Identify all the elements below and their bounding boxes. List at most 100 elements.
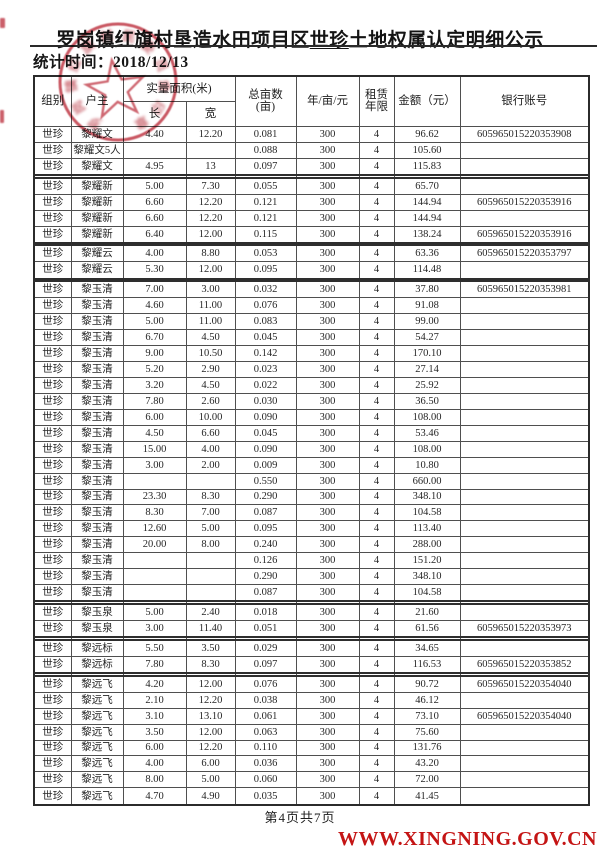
cell-bank	[459, 313, 590, 331]
cell-bank	[459, 177, 590, 195]
cell-bank	[459, 568, 590, 586]
cell-length: 23.30	[122, 488, 187, 506]
cell-bank: 605965015220353981	[459, 280, 590, 299]
cell-mu: 0.045	[234, 329, 297, 347]
header-width: 宽	[185, 100, 236, 127]
cell-bank: 605965015220353797	[459, 244, 590, 263]
table-row: 世珍 黎玉泉 3.00 11.40 0.051 300 4 61.56 605965015220…	[33, 620, 590, 638]
header-price-per-mu: 年/亩/元	[295, 75, 360, 127]
cell-bank	[459, 723, 590, 741]
cell-owner: 黎玉清	[70, 297, 124, 315]
table-row: 世珍 黎远飞 8.00 5.00 0.060 300 4 72.00	[33, 771, 590, 789]
cell-length: 4.20	[122, 675, 187, 693]
cell-bank	[459, 261, 590, 280]
cell-length: 5.20	[122, 361, 187, 378]
cell-price: 300	[295, 707, 360, 725]
cell-price: 300	[295, 440, 360, 458]
cell-length	[122, 584, 187, 602]
cell-amount: 104.58	[393, 584, 461, 602]
cell-mu: 0.240	[234, 536, 297, 554]
cell-width	[185, 552, 236, 570]
cell-bank	[459, 456, 590, 474]
cell-mu: 0.126	[234, 552, 297, 570]
table-row: 世珍 黎玉清 8.30 7.00 0.087 300 4 104.58	[33, 504, 590, 522]
cell-group: 世珍	[33, 361, 72, 378]
table-row: 世珍 黎耀云 4.00 8.80 0.053 300 4 63.36 6059650152203…	[33, 244, 590, 263]
separator-row	[33, 636, 590, 641]
cell-owner: 黎远标	[70, 655, 124, 674]
cell-group: 世珍	[33, 707, 72, 725]
cell-length: 6.00	[122, 408, 187, 426]
cell-width	[185, 241, 236, 247]
cell-width: 2.00	[185, 456, 236, 474]
cell-bank	[459, 552, 590, 570]
cell-length: 5.00	[122, 603, 187, 621]
cell-bank	[459, 600, 590, 605]
cell-mu: 0.550	[234, 472, 297, 490]
cell-lease-years: 4	[358, 568, 395, 586]
cell-width	[185, 141, 236, 159]
cell-group: 世珍	[33, 675, 72, 693]
cell-width: 12.20	[185, 691, 236, 709]
cell-owner: 黎玉泉	[70, 603, 124, 621]
cell-lease-years: 4	[358, 392, 395, 410]
cell-bank: 605965015220353916	[459, 225, 590, 244]
cell-price: 300	[295, 488, 360, 506]
header-length: 长	[122, 100, 187, 127]
cell-bank: 605965015220354040	[459, 675, 590, 693]
table-row: 世珍 黎玉清 20.00 8.00 0.240 300 4 288.00	[33, 536, 590, 554]
cell-width: 10.50	[185, 345, 236, 363]
cell-owner: 黎玉清	[70, 392, 124, 410]
cell-bank	[459, 504, 590, 522]
cell-price: 300	[295, 603, 360, 621]
cell-owner: 黎玉清	[70, 280, 124, 299]
cell-lease-years: 4	[358, 488, 395, 506]
cell-owner: 黎远飞	[70, 739, 124, 757]
cell-bank	[459, 141, 590, 159]
cell-amount: 115.83	[393, 157, 461, 176]
cell-group: 世珍	[33, 723, 72, 741]
cell-width: 12.20	[185, 739, 236, 757]
table-row: 世珍 黎玉清 0.290 300 4 348.10	[33, 568, 590, 586]
cell-bank	[459, 472, 590, 490]
cell-mu: 0.018	[234, 603, 297, 621]
cell-lease-years: 4	[358, 329, 395, 347]
cell-group: 世珍	[33, 456, 72, 474]
cell-price: 300	[295, 280, 360, 299]
cell-width: 4.50	[185, 376, 236, 394]
cell-amount: 108.00	[393, 408, 461, 426]
cell-amount: 170.10	[393, 345, 461, 363]
cell-owner: 黎玉清	[70, 408, 124, 426]
cell-group: 世珍	[33, 472, 72, 490]
table-row: 世珍 黎玉清 5.00 11.00 0.083 300 4 99.00	[33, 313, 590, 331]
cell-width: 2.60	[185, 392, 236, 410]
cell-length	[122, 568, 187, 586]
cell-price: 300	[295, 639, 360, 657]
cell-width: 12.00	[185, 225, 236, 244]
cell-length: 3.10	[122, 707, 187, 725]
separator-row	[33, 241, 590, 247]
cell-amount: 25.92	[393, 376, 461, 394]
cell-amount: 53.46	[393, 424, 461, 442]
cell-bank	[459, 672, 590, 677]
cell-owner: 黎玉清	[70, 440, 124, 458]
cell-lease-years: 4	[358, 755, 395, 773]
cell-lease-years: 4	[358, 193, 395, 211]
cell-lease-years: 4	[358, 472, 395, 490]
cell-length: 5.30	[122, 261, 187, 280]
cell-price: 300	[295, 755, 360, 773]
cell-mu: 0.097	[234, 157, 297, 176]
cell-lease-years: 4	[358, 209, 395, 227]
table-row: 世珍 黎玉清 7.80 2.60 0.030 300 4 36.50	[33, 392, 590, 410]
cell-length: 12.60	[122, 520, 187, 538]
cell-lease-years: 4	[358, 723, 395, 741]
cell-bank	[459, 636, 590, 641]
cell-width: 6.60	[185, 424, 236, 442]
table-row: 世珍 黎玉泉 5.00 2.40 0.018 300 4 21.60	[33, 603, 590, 621]
table-body: 世珍 黎耀文 4.40 12.20 0.081 300 4 96.62 605965015220…	[33, 125, 590, 806]
cell-price: 300	[295, 297, 360, 315]
cell-amount: 63.36	[393, 244, 461, 263]
cell-lease-years: 4	[358, 157, 395, 176]
cell-group: 世珍	[33, 620, 72, 638]
cell-length: 3.00	[122, 620, 187, 638]
